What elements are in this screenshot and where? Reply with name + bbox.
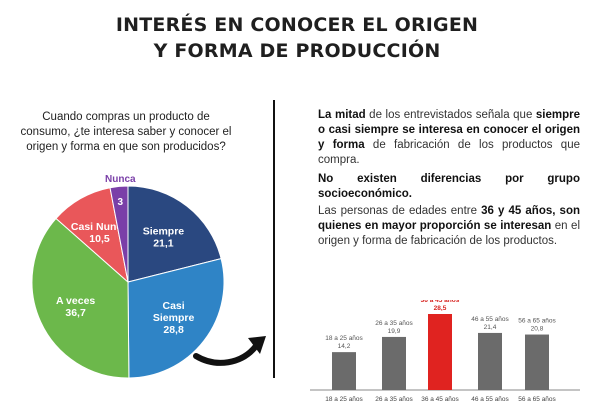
paragraph-majority: La mitad de los entrevistados señala que…	[318, 108, 580, 168]
pie-label-a-veces: A veces	[56, 295, 95, 307]
bar-3	[428, 314, 452, 390]
paragraph-age-group: Las personas de edades entre 36 y 45 año…	[318, 204, 580, 249]
title-line-1: INTERÉS EN CONOCER EL ORIGEN	[115, 14, 479, 36]
pie-value-casi-siempre: 28,8	[163, 324, 184, 336]
pie-slice-siempre	[127, 185, 222, 283]
pie-label-casi-siempre: Siempre	[153, 312, 195, 324]
p3-bold-a: 36 y 45 años, son quienes en mayor propo…	[318, 205, 580, 232]
paragraph-no-differences: No existen diferencias por grupo socioec…	[318, 172, 580, 202]
p1-bold-a: La mitad	[318, 109, 366, 121]
p3-text-b: en el origen y forma de fabricación de l…	[318, 220, 580, 247]
bar-axis-label-4: 46 a 55 años	[471, 396, 509, 403]
pie-value-nunca: 3	[118, 197, 124, 208]
p1-text-a: de los entrevistados señala que	[365, 109, 536, 121]
bar-value-label-5: 20,8	[531, 326, 544, 333]
p2-bold: No existen diferencias por grupo socioec…	[318, 173, 580, 200]
title-line-2: Y FORMA DE PRODUCCIÓN	[153, 40, 441, 62]
p3-text-a: Las personas de edades entre	[318, 205, 482, 217]
bar-5	[525, 334, 549, 390]
p1-text-b: de fabricación de los productos que comp…	[318, 139, 580, 166]
bar-1	[332, 352, 356, 390]
bar-top-label-4: 46 a 55 años	[471, 316, 509, 323]
pie-slice-a-veces	[31, 217, 130, 379]
pie-slice-nunca	[109, 185, 129, 283]
bar-value-label-1: 14,2	[338, 343, 351, 350]
survey-question: Cuando compras un producto de consumo, ¿…	[20, 111, 232, 153]
bar-axis-label-5: 56 a 65 años	[518, 396, 556, 403]
pie-value-siempre: 21,1	[153, 238, 174, 250]
bar-top-label-1: 18 a 25 años	[325, 335, 363, 342]
bar-value-label-2: 19,9	[388, 328, 401, 335]
page-title: INTERÉS EN CONOCER EL ORIGEN Y FORMA DE …	[0, 12, 594, 64]
bar-top-label-3: 36 a 45 años	[421, 300, 460, 304]
pie-value-casi-nunca: 10,5	[89, 233, 110, 245]
pie-label-nunca: Nunca	[105, 174, 136, 185]
bar-axis-label-1: 18 a 25 años	[325, 396, 363, 403]
bar-axis-label-2: 26 a 35 años	[375, 396, 413, 403]
bar-top-label-5: 56 a 65 años	[518, 318, 556, 325]
vertical-divider	[273, 100, 275, 378]
bar-value-label-4: 21,4	[484, 324, 497, 331]
bar-4	[478, 332, 502, 390]
pie-label-casi-nunca: Casi Nunca	[71, 221, 128, 233]
pie-label-siempre: Siempre	[143, 226, 185, 238]
pie-label-casi-siempre: Casi	[162, 300, 184, 312]
pie-chart: Siempre 21,1 Casi Siempre 28,8 A veces 36,7 Cas…	[28, 174, 228, 382]
age-bar-chart: 18 a 25 años 14,2 18 a 25 años 26 a 35 años…	[300, 297, 590, 408]
pie-slice-casi-siempre	[127, 257, 225, 379]
bar-top-label-2: 26 a 35 años	[375, 320, 413, 327]
bar-2	[382, 336, 406, 390]
p1-bold-b: siempre o casi siempre se interesa en co…	[318, 109, 580, 151]
bar-axis-label-3: 36 a 45 años	[421, 396, 459, 403]
pie-value-a-veces: 36,7	[65, 307, 86, 319]
bar-value-label-3: 28,5	[434, 305, 447, 312]
curved-arrow-icon	[193, 336, 266, 366]
